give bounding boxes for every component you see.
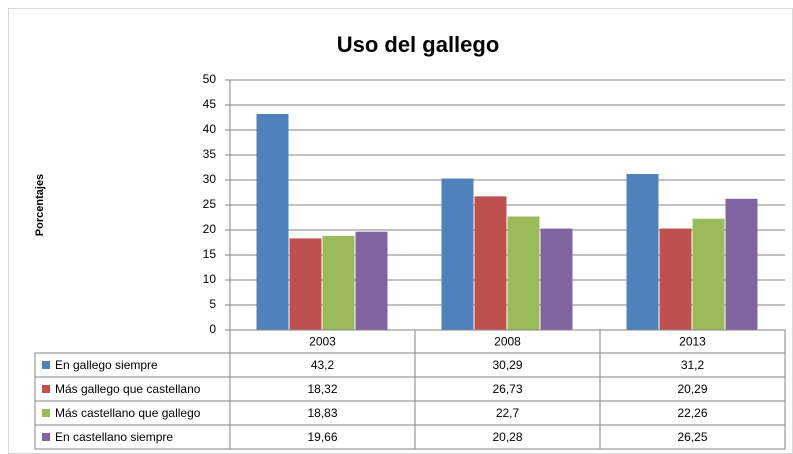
bar: [355, 231, 388, 330]
y-tick-label: 20: [203, 222, 217, 236]
bar: [441, 178, 474, 330]
table-value: 18,32: [307, 382, 337, 396]
bar: [540, 228, 573, 330]
legend-swatch: [42, 361, 50, 369]
table-value: 30,29: [492, 358, 522, 372]
legend-swatch: [42, 385, 50, 393]
table-value: 26,73: [492, 382, 522, 396]
y-tick-label: 15: [203, 247, 217, 261]
bar: [626, 174, 659, 330]
table-value: 26,25: [677, 430, 707, 444]
bar: [256, 114, 289, 330]
bar: [659, 228, 692, 330]
legend-swatch: [42, 409, 50, 417]
bar: [474, 196, 507, 330]
table-value: 43,2: [311, 358, 335, 372]
bar: [322, 235, 355, 330]
y-tick-label: 40: [203, 122, 217, 136]
bar: [692, 218, 725, 330]
table-value: 20,28: [492, 430, 522, 444]
y-tick-label: 30: [203, 172, 217, 186]
bar: [507, 216, 540, 330]
table-value: 18,83: [307, 406, 337, 420]
bar: [289, 238, 322, 330]
y-axis-label: Porcentajes: [34, 174, 46, 236]
table-value: 22,7: [496, 406, 520, 420]
y-tick-label: 5: [209, 297, 216, 311]
legend-label: Más castellano que gallego: [55, 406, 201, 420]
x-tick-label: 2013: [679, 335, 706, 349]
table-value: 22,26: [677, 406, 707, 420]
x-tick-label: 2003: [309, 335, 336, 349]
y-tick-label: 0: [209, 322, 216, 336]
bar: [725, 198, 758, 330]
y-tick-label: 25: [203, 197, 217, 211]
legend-label: En castellano siempre: [55, 430, 173, 444]
chart-title: Uso del gallego: [337, 32, 500, 57]
table-value: 19,66: [307, 430, 337, 444]
y-tick-label: 35: [203, 147, 217, 161]
legend-label: En gallego siempre: [55, 358, 158, 372]
table-value: 31,2: [681, 358, 705, 372]
x-tick-label: 2008: [494, 335, 521, 349]
legend-label: Más gallego que castellano: [55, 382, 201, 396]
legend-swatch: [42, 433, 50, 441]
y-tick-label: 45: [203, 97, 217, 111]
y-tick-label: 50: [203, 72, 217, 86]
table-value: 20,29: [677, 382, 707, 396]
y-tick-label: 10: [203, 272, 217, 286]
